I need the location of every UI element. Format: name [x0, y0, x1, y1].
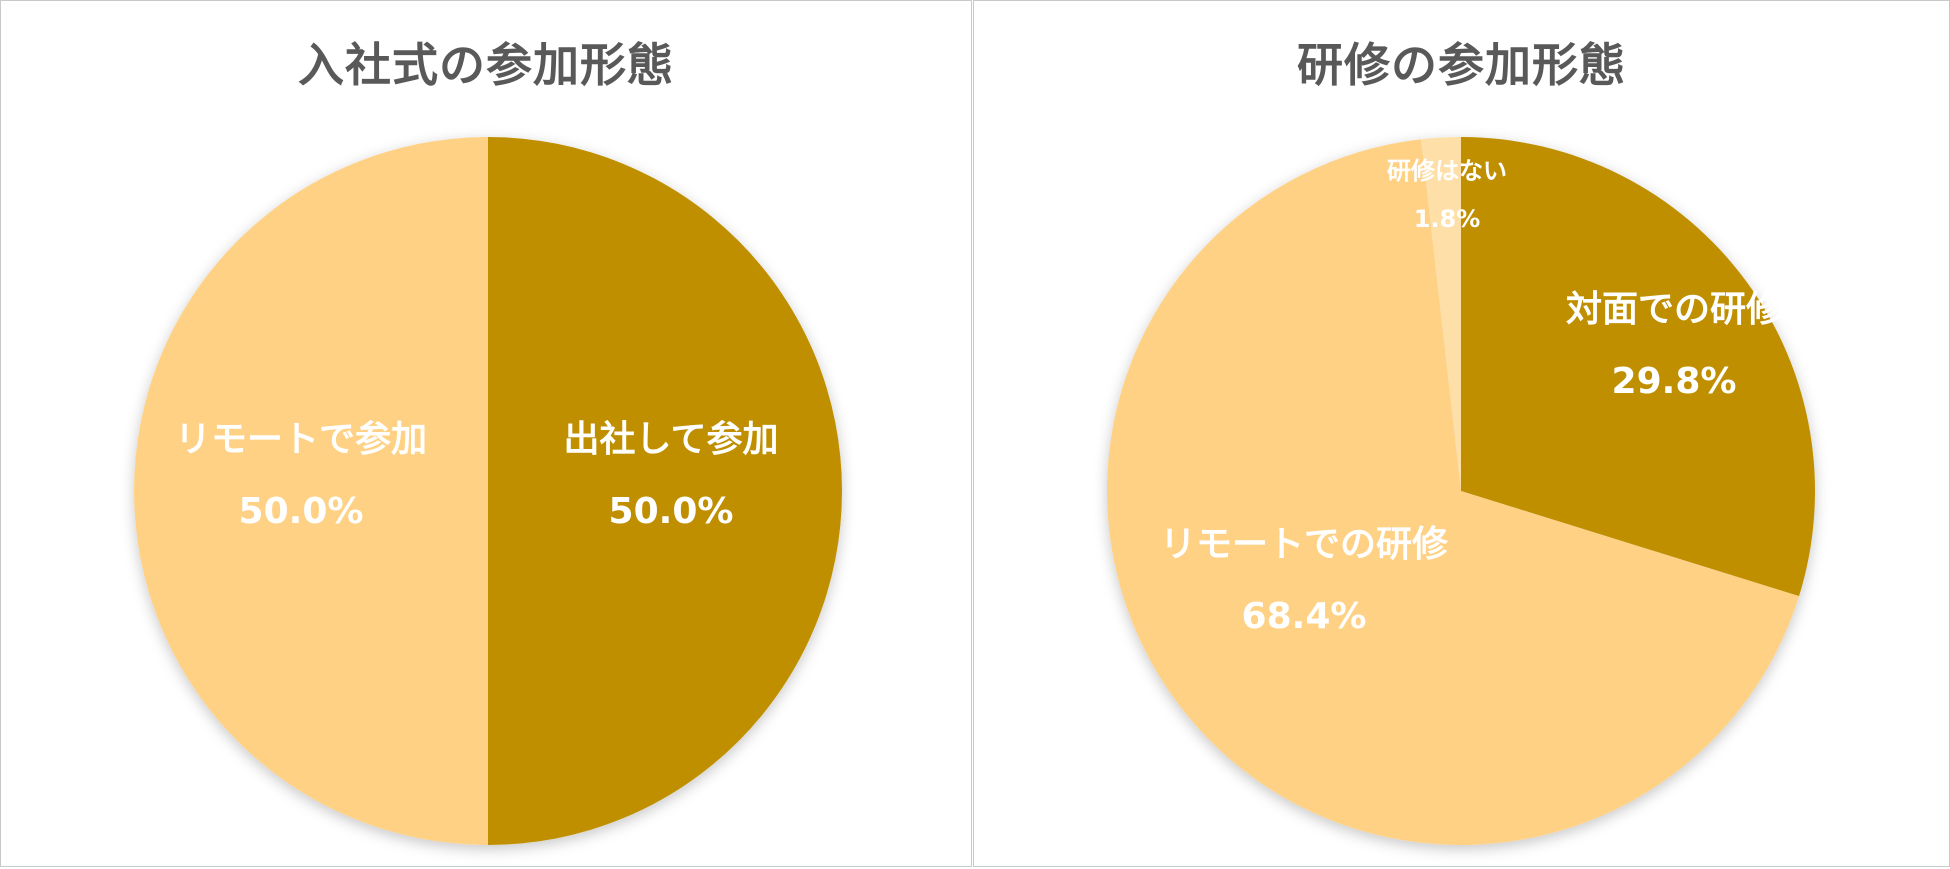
slice-label-2: リモートでの研修 — [1160, 524, 1449, 565]
chart-panel-2: 研修の参加形態 対面での研修 29.8% リモートでの研修 68.4% 研修はない 1.8… — [973, 0, 1950, 867]
slice-label-1: 対面での研修 — [1566, 289, 1783, 330]
pie-slice-1 — [1461, 137, 1815, 597]
slice-value-label-1: 50.0% — [609, 491, 734, 532]
pie-slice-2 — [134, 137, 488, 845]
chart-title-2: 研修の参加形態 — [1297, 38, 1626, 92]
pie-slices — [134, 137, 842, 845]
slice-label-3: 研修はない — [1387, 157, 1507, 185]
slice-value-label-3: 1.8% — [1414, 205, 1481, 233]
pie-chart-2: 対面での研修 29.8% リモートでの研修 68.4% 研修はない 1.8% — [1107, 137, 1815, 846]
chart-title-1: 入社式の参加形態 — [298, 38, 674, 92]
chart-panel-1: 入社式の参加形態 出社して参加 50.0% リモートで参加 50.0% — [0, 0, 972, 867]
pie-slice-2 — [1107, 139, 1800, 846]
pie-slices — [1107, 137, 1815, 846]
slice-value-label-2: 50.0% — [239, 491, 364, 532]
slice-label-1: 出社して参加 — [564, 419, 779, 460]
slice-value-label-1: 29.8% — [1612, 361, 1737, 402]
pie-chart-1: 出社して参加 50.0% リモートで参加 50.0% — [134, 137, 842, 845]
pie-slice-3 — [1421, 137, 1461, 491]
slice-label-2: リモートで参加 — [175, 419, 427, 460]
slice-value-label-2: 68.4% — [1242, 596, 1367, 637]
pie-slice-1 — [488, 137, 842, 845]
